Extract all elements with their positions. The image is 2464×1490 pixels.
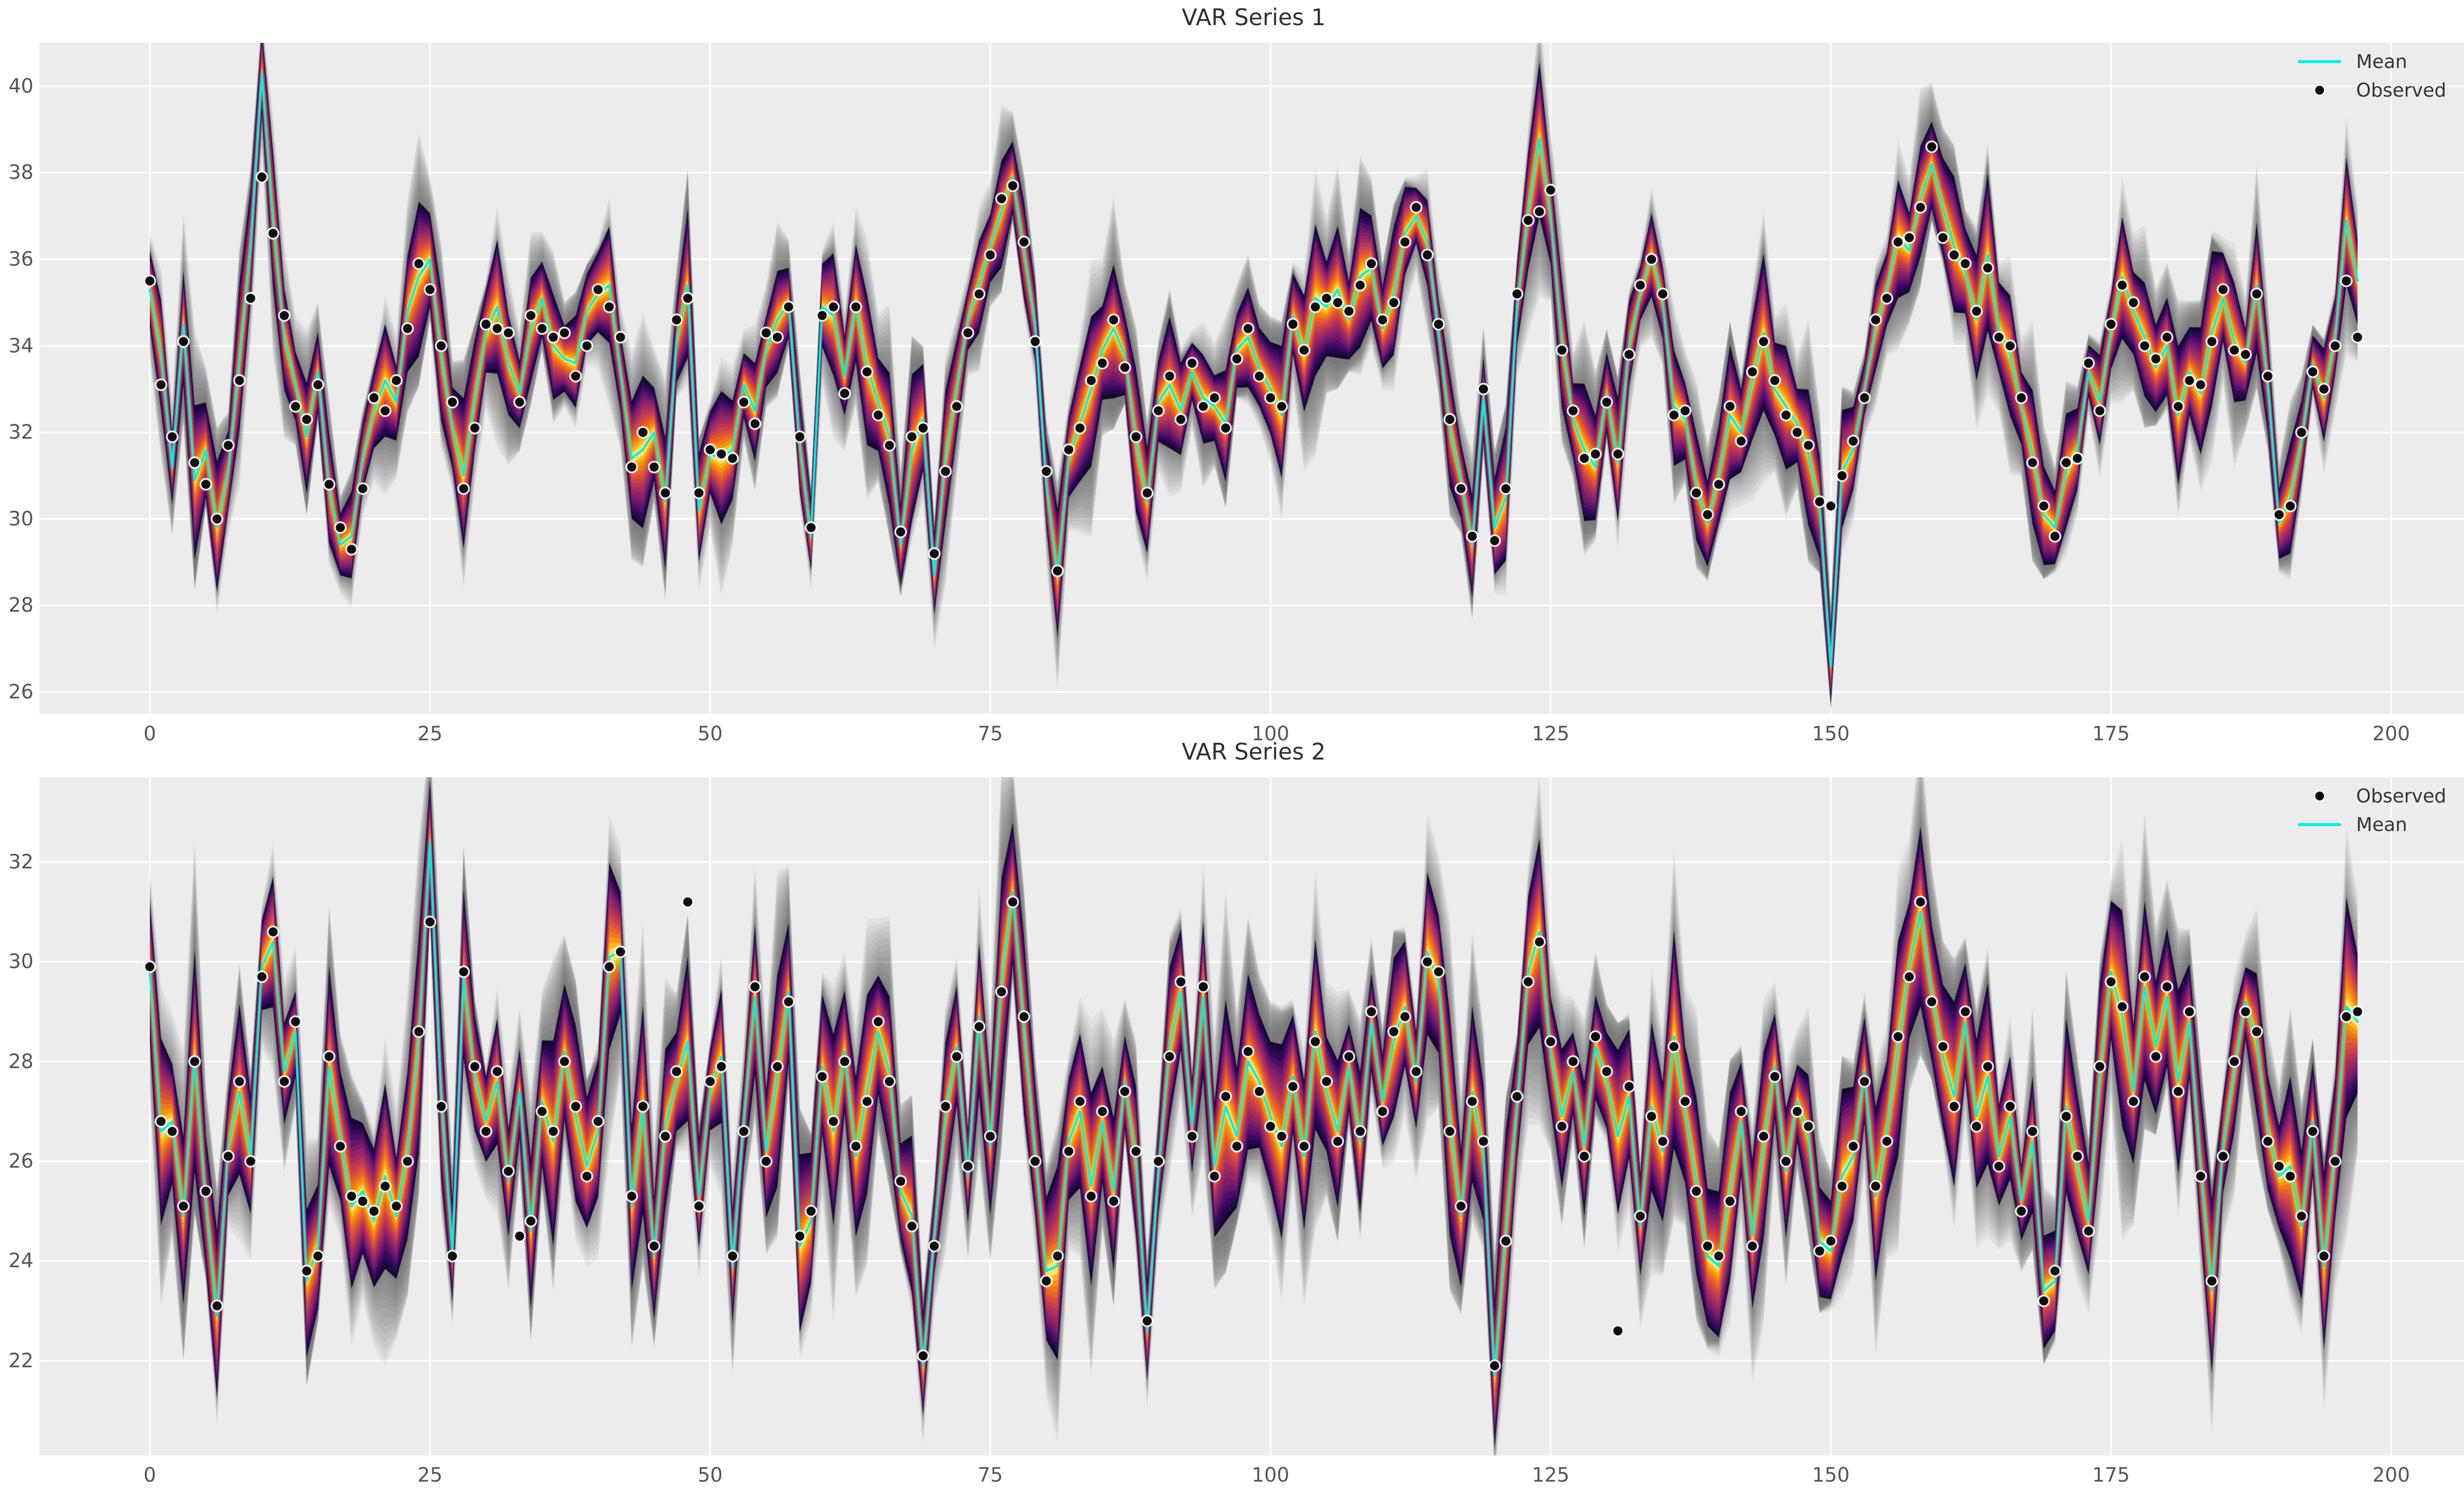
mean-line-swatch-icon <box>2298 60 2342 63</box>
x-tick-label: 25 <box>417 1464 443 1487</box>
y-tick-label: 34 <box>8 334 34 357</box>
y-axis-ticks-2: 22 24 26 28 30 32 <box>0 777 34 1455</box>
x-tick-label: 75 <box>978 723 1003 745</box>
legend-row-observed: Observed <box>2298 785 2446 807</box>
legend-label: Observed <box>2356 785 2446 807</box>
plot-area-2: Observed Mean <box>39 777 2464 1455</box>
chart-2-title: VAR Series 2 <box>1182 738 1326 765</box>
y-tick-label: 26 <box>8 1150 34 1173</box>
mean-line-icon <box>2298 60 2342 63</box>
chart-1-title: VAR Series 1 <box>1182 4 1326 31</box>
legend-label: Mean <box>2356 814 2407 835</box>
plot-area-1: Mean Observed <box>39 43 2464 714</box>
x-tick-label: 50 <box>697 723 723 745</box>
y-tick-label: 30 <box>8 950 34 973</box>
legend-2: Observed Mean <box>2298 785 2446 835</box>
x-tick-label: 100 <box>1251 1464 1290 1487</box>
x-tick-label: 125 <box>1532 723 1570 745</box>
legend-row-mean: Mean <box>2298 51 2446 72</box>
x-tick-label: 75 <box>978 1464 1003 1487</box>
x-tick-label: 175 <box>2092 723 2130 745</box>
legend-label: Mean <box>2356 51 2407 72</box>
x-tick-label: 50 <box>697 1464 723 1487</box>
legend-1: Mean Observed <box>2298 51 2446 101</box>
observed-dot-swatch-icon <box>2298 790 2341 802</box>
x-tick-label: 0 <box>143 723 156 745</box>
x-tick-label: 100 <box>1251 723 1290 745</box>
x-tick-label: 25 <box>417 723 443 745</box>
y-axis-ticks-1: 26 28 30 32 34 36 38 40 <box>0 43 34 714</box>
legend-row-observed: Observed <box>2298 79 2446 101</box>
y-tick-label: 32 <box>8 851 34 873</box>
fan-chart-canvas-2 <box>39 777 2464 1455</box>
x-tick-label: 125 <box>1532 1464 1570 1487</box>
y-tick-label: 38 <box>8 161 34 184</box>
x-tick-label: 150 <box>1812 723 1850 745</box>
x-tick-label: 200 <box>2372 723 2410 745</box>
y-tick-label: 36 <box>8 248 34 271</box>
legend-label: Observed <box>2356 79 2446 101</box>
fan-chart-canvas-1 <box>39 43 2464 714</box>
y-tick-label: 40 <box>8 74 34 98</box>
y-tick-label: 26 <box>8 681 34 704</box>
mean-line-icon <box>2298 823 2342 826</box>
x-tick-label: 150 <box>1812 1464 1850 1487</box>
x-tick-label: 200 <box>2372 1464 2410 1487</box>
x-tick-label: 0 <box>143 1464 156 1487</box>
x-axis-ticks-1: 0 25 50 75 100 125 150 175 200 <box>39 719 2464 745</box>
observed-dot-swatch-icon <box>2298 84 2341 96</box>
observed-dot-icon <box>2314 790 2326 802</box>
x-axis-ticks-2: 0 25 50 75 100 125 150 175 200 <box>39 1460 2464 1487</box>
y-tick-label: 30 <box>8 507 34 530</box>
x-tick-label: 175 <box>2092 1464 2130 1487</box>
y-tick-label: 22 <box>8 1349 34 1372</box>
y-tick-label: 28 <box>8 594 34 617</box>
legend-row-mean: Mean <box>2298 814 2446 835</box>
y-tick-label: 24 <box>8 1249 34 1273</box>
mean-line-swatch-icon <box>2298 823 2342 826</box>
observed-dot-icon <box>2314 84 2326 96</box>
y-tick-label: 32 <box>8 421 34 444</box>
y-tick-label: 28 <box>8 1050 34 1073</box>
